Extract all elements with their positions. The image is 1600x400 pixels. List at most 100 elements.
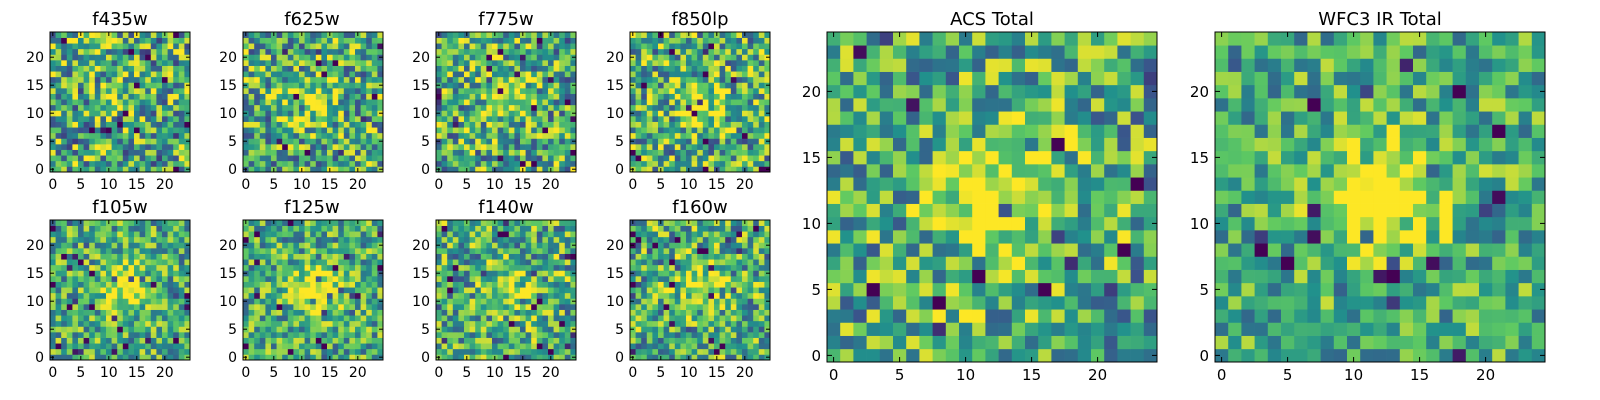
heatmap-cell	[520, 149, 526, 156]
heatmap-cell	[162, 253, 168, 260]
heatmap-cell	[304, 82, 311, 89]
heatmap-cell	[111, 48, 118, 55]
heatmap-cell	[184, 248, 191, 254]
heatmap-cell	[304, 298, 311, 305]
heatmap-cell	[441, 332, 448, 338]
heatmap-cell	[282, 304, 289, 310]
heatmap-cell	[652, 104, 659, 111]
heatmap-cell	[61, 37, 68, 44]
heatmap-cell	[310, 144, 317, 150]
heatmap-cell	[736, 337, 743, 344]
heatmap-cell	[366, 354, 373, 361]
heatmap-cell	[469, 60, 476, 66]
heatmap-cell	[327, 292, 333, 299]
heatmap-cell	[458, 88, 465, 94]
heatmap-cell	[117, 287, 124, 294]
heatmap-cell	[282, 155, 289, 162]
heatmap-cell	[508, 259, 515, 266]
heatmap-cell	[635, 281, 642, 288]
heatmap-cell	[117, 71, 124, 78]
heatmap-cell	[282, 99, 289, 106]
heatmap-cell	[304, 264, 311, 271]
heatmap-cell	[117, 332, 124, 338]
heatmap-cell	[536, 160, 543, 167]
heatmap-cell	[117, 60, 124, 66]
heatmap-cell	[492, 71, 498, 78]
heatmap-cell	[559, 220, 566, 226]
heatmap-cell	[492, 236, 498, 243]
heatmap-cell	[652, 155, 659, 162]
heatmap-cell	[458, 121, 465, 128]
heatmap-cell	[276, 287, 283, 294]
heatmap-cell	[282, 281, 289, 288]
heatmap-cell	[542, 220, 549, 226]
heatmap-cell	[702, 82, 709, 89]
heatmap-cell	[332, 65, 339, 72]
heatmap-cell	[265, 43, 272, 50]
heatmap-cell	[276, 76, 283, 83]
heatmap-cell	[480, 225, 487, 232]
heatmap-cell	[117, 132, 124, 139]
heatmap-cell	[658, 43, 664, 50]
heatmap-cell	[480, 315, 487, 322]
heatmap-cell	[559, 270, 566, 277]
heatmap-cell	[162, 149, 168, 156]
heatmap-cell	[669, 155, 676, 162]
heatmap-cell	[83, 298, 90, 305]
heatmap-cell	[730, 88, 737, 94]
heatmap-cell	[514, 121, 521, 128]
heatmap-cell	[697, 54, 704, 61]
heatmap-cell	[287, 32, 294, 38]
heatmap-cell	[497, 48, 504, 55]
heatmap-cell	[94, 88, 101, 94]
heatmap-cell	[128, 43, 135, 50]
heatmap-cell	[89, 298, 96, 305]
heatmap-cell	[480, 320, 487, 327]
heatmap-cell	[327, 287, 333, 294]
heatmap-cell	[508, 248, 515, 254]
heatmap-cell	[697, 65, 704, 72]
heatmap-cell	[531, 225, 538, 232]
heatmap-cell	[134, 236, 140, 243]
y-tick-label: 20	[412, 50, 430, 66]
heatmap-cell	[315, 37, 322, 44]
heatmap-cell	[669, 270, 676, 277]
heatmap-cell	[89, 82, 96, 89]
y-tick-label: 5	[228, 134, 237, 150]
heatmap-cell	[441, 121, 448, 128]
heatmap-cell	[276, 259, 283, 266]
heatmap-cell	[646, 76, 653, 83]
heatmap-cell	[702, 320, 709, 327]
heatmap-cell	[663, 166, 670, 173]
heatmap-cell	[736, 287, 743, 294]
heatmap-cell	[254, 43, 261, 50]
heatmap-cell	[464, 270, 470, 277]
heatmap-cell	[271, 281, 277, 288]
heatmap-cell	[299, 88, 305, 94]
heatmap-cell	[514, 253, 521, 260]
heatmap-cell	[458, 43, 465, 50]
heatmap-cell	[458, 348, 465, 355]
heatmap-cell	[663, 48, 670, 55]
heatmap-cell	[139, 82, 146, 89]
heatmap-cell	[122, 127, 129, 134]
heatmap-cell	[630, 348, 636, 355]
heatmap-cell	[156, 332, 163, 338]
heatmap-cell	[742, 348, 748, 355]
heatmap-cell	[61, 320, 68, 327]
heatmap-cell	[514, 309, 521, 316]
heatmap-cell	[83, 93, 90, 100]
heatmap-cell	[730, 138, 737, 145]
heatmap-cell	[117, 99, 124, 106]
heatmap-cell	[265, 309, 272, 316]
heatmap-cell	[371, 132, 378, 139]
heatmap-cell	[343, 54, 350, 61]
heatmap-cell	[265, 231, 272, 238]
heatmap-cell	[100, 110, 107, 117]
heatmap-cell	[349, 65, 356, 72]
heatmap-cell	[167, 309, 174, 316]
y-tick-label: 15	[219, 266, 237, 282]
heatmap-cell	[271, 242, 277, 249]
heatmap-cell	[674, 82, 681, 89]
heatmap-cell	[61, 32, 68, 38]
